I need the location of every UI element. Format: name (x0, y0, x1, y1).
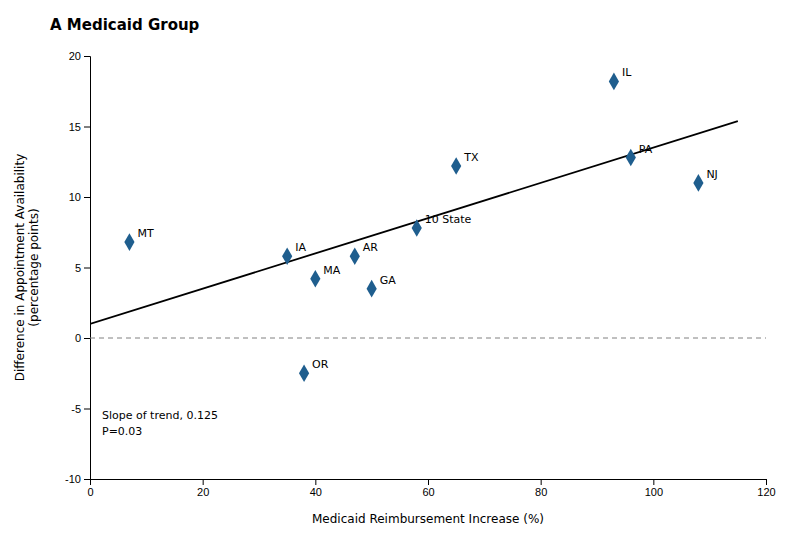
title: A Medicaid Group (50, 16, 200, 34)
tick: 100 (645, 479, 663, 498)
tick-label: 5 (75, 262, 81, 274)
point-label: 10 State (425, 213, 472, 226)
point (124, 233, 134, 251)
tick: 120 (757, 479, 775, 498)
tick: 0 (87, 479, 93, 498)
point-label: AR (363, 241, 379, 254)
annotation: P=0.03 (102, 425, 142, 438)
tick-mark (84, 338, 90, 339)
point (693, 174, 703, 192)
tick-label: 80 (535, 486, 547, 498)
tick: -10 (65, 473, 90, 485)
tick: 60 (422, 479, 434, 498)
point (367, 280, 377, 298)
tick-mark (84, 409, 90, 410)
tick-label: 15 (69, 121, 81, 133)
trend-line (90, 121, 738, 324)
tick: 15 (69, 121, 90, 133)
axis-line (84, 57, 91, 480)
tick-label: 20 (69, 50, 81, 62)
tick-mark (203, 479, 204, 485)
point (310, 270, 320, 288)
tick-mark (766, 479, 767, 485)
tick-label: -5 (71, 403, 81, 415)
point-label: OR (312, 358, 329, 371)
reference-line (90, 338, 766, 339)
point (299, 364, 309, 382)
point-label: IL (622, 66, 632, 79)
tick-mark (653, 479, 654, 485)
tick-mark (428, 479, 429, 485)
point-label: PA (639, 143, 653, 156)
tick: -5 (71, 403, 90, 415)
y-axis-title: Difference in Appointment Availability(p… (13, 154, 41, 381)
point (350, 247, 360, 265)
tick-label: -10 (65, 473, 81, 485)
tick-mark (84, 127, 90, 128)
tick-label: 120 (757, 486, 775, 498)
tick-mark (84, 197, 90, 198)
x-axis: 0 20 40 60 80 100 120 (87, 479, 775, 498)
tick-mark (84, 56, 90, 57)
point (412, 219, 422, 237)
point-label: IA (295, 241, 306, 254)
point-labels: MT IA MA AR GA OR 10 State TX IL PA NJ (137, 66, 717, 371)
point (626, 149, 636, 167)
tick: 80 (535, 479, 547, 498)
point-label: TX (463, 151, 479, 164)
tick: 40 (310, 479, 322, 498)
point (609, 73, 619, 91)
tick-label: 10 (69, 191, 81, 203)
tick: 5 (75, 262, 90, 274)
point-label: GA (380, 274, 397, 287)
tick-label: 0 (87, 486, 93, 498)
tick-mark (84, 268, 90, 269)
tick-label: 100 (645, 486, 663, 498)
tick-label: 40 (310, 486, 322, 498)
tick-mark (541, 479, 542, 485)
point-label: NJ (706, 168, 717, 181)
tick: 10 (69, 191, 90, 203)
marks (90, 73, 766, 383)
axis-line (91, 480, 767, 486)
tick: 0 (75, 332, 90, 344)
tick-label: 60 (422, 486, 434, 498)
tick-label: 20 (197, 486, 209, 498)
chart: 0 20 40 60 80 100 120 -10 -5 0 5 10 15 20 MT IA MA AR GA OR… (0, 0, 806, 539)
plot: 0 20 40 60 80 100 120 -10 -5 0 5 10 15 20 MT IA MA AR GA OR… (65, 50, 776, 498)
point (282, 247, 292, 265)
y-axis: -10 -5 0 5 10 15 20 (65, 50, 90, 485)
point (451, 157, 461, 175)
tick-mark (84, 479, 90, 480)
annotation: Slope of trend, 0.125 (102, 409, 218, 422)
tick: 20 (69, 50, 90, 62)
x-axis-title: Medicaid Reimbursement Increase (%) (312, 512, 544, 526)
point-label: MA (323, 264, 340, 277)
annotations: Slope of trend, 0.125 P=0.03 (102, 409, 218, 438)
point-label: MT (137, 227, 153, 240)
tick-label: 0 (75, 332, 81, 344)
tick-mark (315, 479, 316, 485)
tick: 20 (197, 479, 209, 498)
